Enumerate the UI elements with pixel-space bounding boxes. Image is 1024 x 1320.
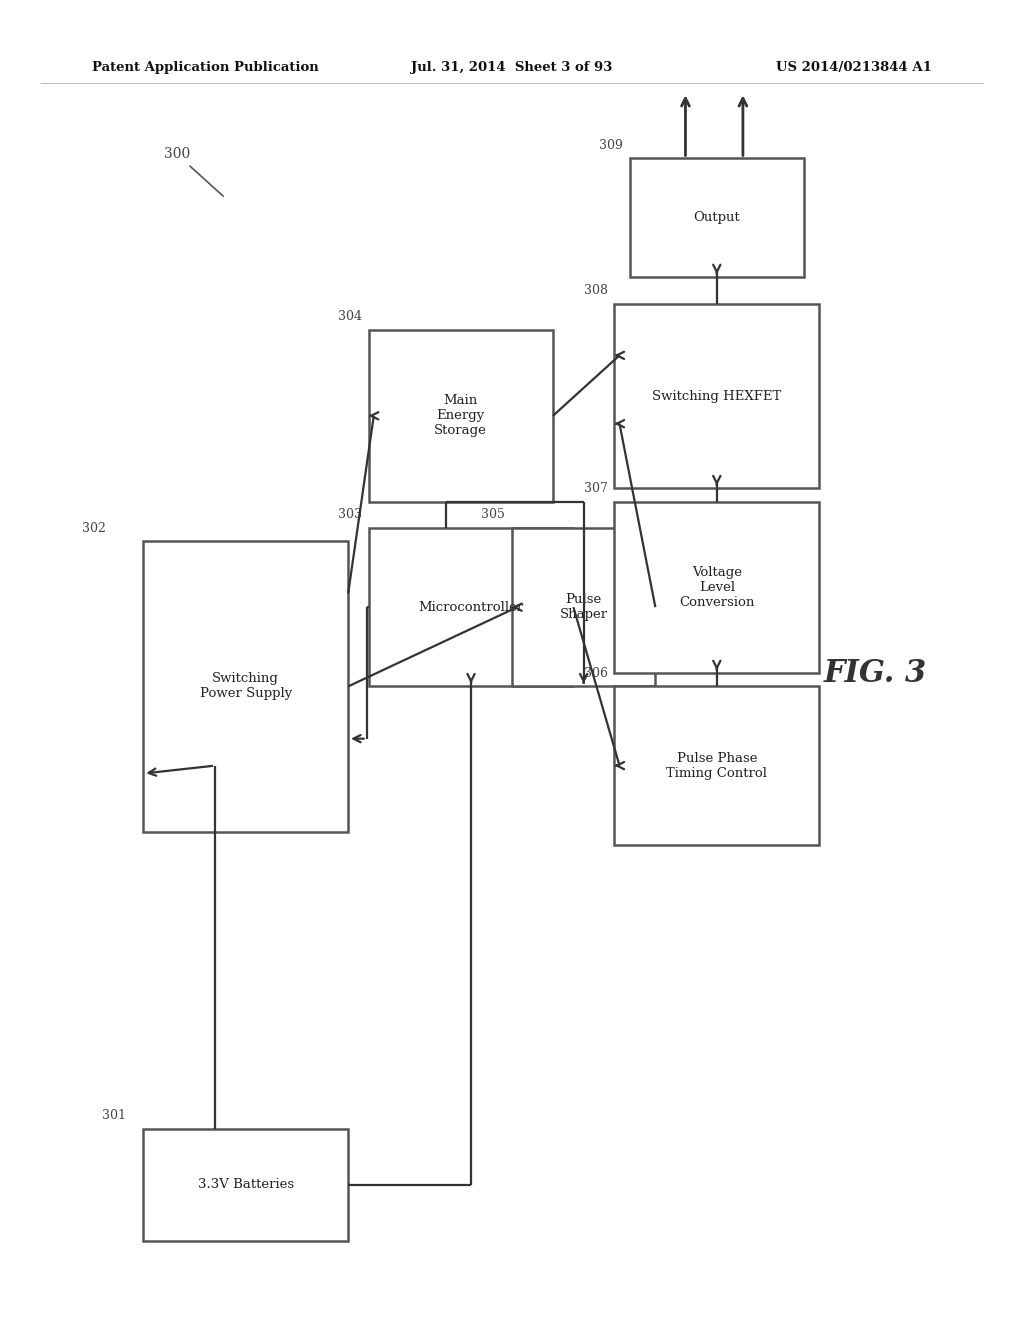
Bar <box>614 502 819 673</box>
Text: Pulse
Shaper: Pulse Shaper <box>560 593 607 622</box>
Text: Microcontroller: Microcontroller <box>419 601 523 614</box>
FancyArrowPatch shape <box>713 265 721 273</box>
FancyArrowPatch shape <box>616 351 624 359</box>
Bar <box>369 528 573 686</box>
Text: Patent Application Publication: Patent Application Publication <box>92 61 318 74</box>
FancyArrowPatch shape <box>713 661 721 669</box>
Text: 3.3V Batteries: 3.3V Batteries <box>198 1179 294 1191</box>
Bar <box>369 330 553 502</box>
Text: FIG. 3: FIG. 3 <box>824 657 927 689</box>
Text: Output: Output <box>693 211 740 224</box>
Text: 307: 307 <box>584 482 607 495</box>
Bar <box>630 158 804 277</box>
FancyArrowPatch shape <box>682 98 689 156</box>
Text: 303: 303 <box>338 508 361 521</box>
Text: Switching HEXFET: Switching HEXFET <box>652 389 781 403</box>
Text: 304: 304 <box>338 310 361 323</box>
Text: 302: 302 <box>82 521 105 535</box>
FancyArrowPatch shape <box>616 420 624 428</box>
FancyArrowPatch shape <box>467 675 475 682</box>
Text: 301: 301 <box>102 1109 126 1122</box>
Text: Switching
Power Supply: Switching Power Supply <box>200 672 292 701</box>
FancyArrowPatch shape <box>713 477 721 484</box>
Text: Voltage
Level
Conversion: Voltage Level Conversion <box>679 566 755 609</box>
Text: Main
Energy
Storage: Main Energy Storage <box>434 395 487 437</box>
FancyArrowPatch shape <box>616 762 624 770</box>
Text: 306: 306 <box>584 667 607 680</box>
Text: 308: 308 <box>584 284 607 297</box>
Text: 309: 309 <box>599 139 623 152</box>
Text: 305: 305 <box>481 508 505 521</box>
FancyArrowPatch shape <box>580 675 588 682</box>
FancyArrowPatch shape <box>739 98 746 156</box>
Bar <box>614 686 819 845</box>
FancyArrowPatch shape <box>353 735 364 742</box>
Text: US 2014/0213844 A1: US 2014/0213844 A1 <box>776 61 932 74</box>
Bar <box>512 528 655 686</box>
FancyArrowPatch shape <box>514 603 521 611</box>
Text: 300: 300 <box>164 148 223 197</box>
FancyArrowPatch shape <box>148 766 212 776</box>
Bar <box>143 1129 348 1241</box>
Text: Jul. 31, 2014  Sheet 3 of 93: Jul. 31, 2014 Sheet 3 of 93 <box>412 61 612 74</box>
Bar <box>143 541 348 832</box>
Text: Pulse Phase
Timing Control: Pulse Phase Timing Control <box>667 751 767 780</box>
Bar <box>614 304 819 488</box>
FancyArrowPatch shape <box>371 412 378 420</box>
